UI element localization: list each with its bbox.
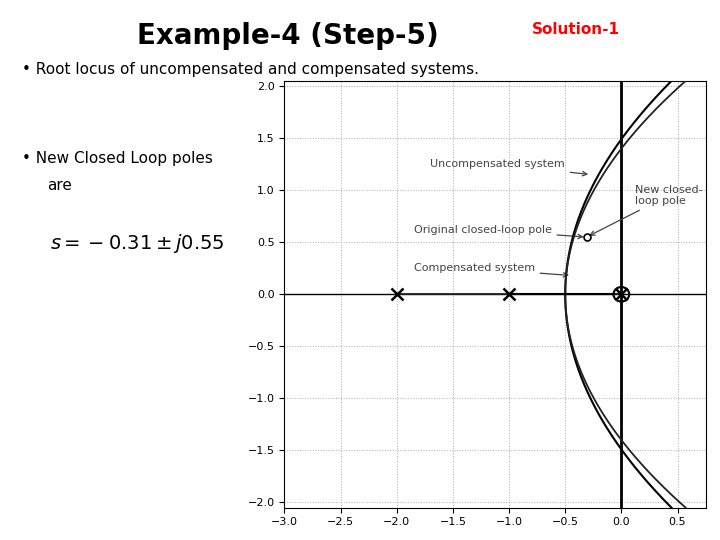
Text: $s = -0.31 \pm j0.55$: $s = -0.31 \pm j0.55$ bbox=[50, 232, 225, 255]
Text: • Root locus of uncompensated and compensated systems.: • Root locus of uncompensated and compen… bbox=[22, 62, 479, 77]
Text: are: are bbox=[47, 178, 72, 193]
Text: • New Closed Loop poles: • New Closed Loop poles bbox=[22, 151, 212, 166]
Text: Compensated system: Compensated system bbox=[413, 264, 568, 277]
Text: Example-4 (Step-5): Example-4 (Step-5) bbox=[137, 22, 439, 50]
Text: Original closed-loop pole: Original closed-loop pole bbox=[413, 225, 582, 239]
Text: Uncompensated system: Uncompensated system bbox=[431, 159, 587, 176]
Text: Solution-1: Solution-1 bbox=[532, 22, 620, 37]
Text: New closed-
loop pole: New closed- loop pole bbox=[590, 185, 703, 235]
